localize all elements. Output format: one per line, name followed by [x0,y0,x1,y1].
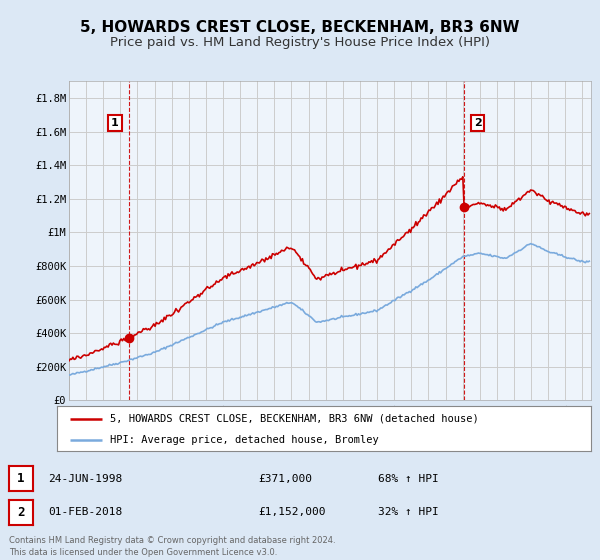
Text: 5, HOWARDS CREST CLOSE, BECKENHAM, BR3 6NW: 5, HOWARDS CREST CLOSE, BECKENHAM, BR3 6… [80,20,520,35]
Text: 2: 2 [474,118,482,128]
Text: 32% ↑ HPI: 32% ↑ HPI [378,507,439,517]
Text: HPI: Average price, detached house, Bromley: HPI: Average price, detached house, Brom… [110,435,379,445]
Text: 2: 2 [17,506,25,519]
Text: 5, HOWARDS CREST CLOSE, BECKENHAM, BR3 6NW (detached house): 5, HOWARDS CREST CLOSE, BECKENHAM, BR3 6… [110,413,479,423]
Text: 24-JUN-1998: 24-JUN-1998 [48,474,122,484]
Text: 1: 1 [17,472,25,486]
Text: £1,152,000: £1,152,000 [258,507,325,517]
Text: 1: 1 [111,118,119,128]
Text: 01-FEB-2018: 01-FEB-2018 [48,507,122,517]
Text: 68% ↑ HPI: 68% ↑ HPI [378,474,439,484]
Text: £371,000: £371,000 [258,474,312,484]
Text: Contains HM Land Registry data © Crown copyright and database right 2024.
This d: Contains HM Land Registry data © Crown c… [9,536,335,557]
Text: Price paid vs. HM Land Registry's House Price Index (HPI): Price paid vs. HM Land Registry's House … [110,36,490,49]
